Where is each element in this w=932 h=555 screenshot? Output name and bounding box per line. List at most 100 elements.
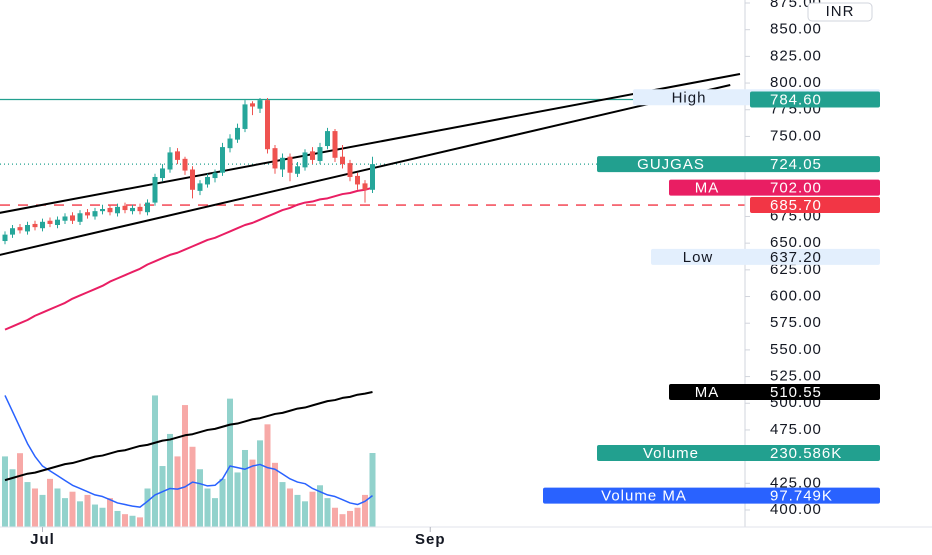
y-tick-label: 400.00 — [770, 501, 822, 518]
y-tick-label: 650.00 — [770, 234, 822, 251]
y-tick-label: 475.00 — [770, 421, 822, 438]
badge-name: MA — [695, 180, 720, 197]
badge-value: 702.00 — [770, 180, 822, 197]
badge-name: GUJGAS — [637, 156, 705, 173]
currency-button[interactable]: INR — [807, 2, 873, 22]
badge — [651, 248, 880, 265]
candle-body — [25, 225, 30, 232]
volume-bar — [137, 517, 143, 527]
volume-bar — [159, 466, 166, 527]
volume-bar — [167, 433, 173, 527]
candle-body — [257, 100, 263, 109]
trendline — [0, 83, 731, 256]
volume-bar — [347, 510, 353, 527]
candle-body — [325, 131, 330, 147]
volume-bar — [77, 501, 83, 527]
badge-value: 685.70 — [770, 197, 822, 214]
volume-bar — [362, 494, 368, 527]
volume-bar — [302, 501, 308, 527]
volume-bar — [182, 405, 188, 527]
candle-body — [280, 157, 285, 170]
candle-body — [287, 156, 293, 173]
badge — [597, 445, 880, 462]
candle-body — [340, 156, 345, 165]
badge-name: Volume MA — [601, 488, 687, 505]
y-tick-label: 800.00 — [770, 74, 822, 91]
x-tick-label: Sep — [415, 531, 446, 548]
candle-body — [47, 220, 53, 224]
candle-body — [100, 209, 105, 212]
badge-value: 97.749K — [770, 488, 833, 505]
volume-bar — [272, 462, 278, 527]
volume-bar — [152, 395, 158, 527]
badge — [597, 156, 880, 173]
candle-body — [32, 223, 38, 228]
volume-bar — [287, 488, 293, 527]
candle-body — [152, 176, 158, 203]
ma-line — [4, 186, 373, 331]
y-tick-label: 525.00 — [770, 368, 822, 385]
volume-bar — [242, 449, 248, 527]
candle-body — [17, 227, 23, 231]
volume-bar — [62, 498, 68, 527]
badge-value: 510.55 — [770, 384, 822, 401]
x-tick-label: Jul — [30, 531, 55, 548]
badge — [669, 384, 880, 401]
volume-bar — [32, 488, 38, 527]
trendline — [0, 72, 741, 214]
volume-bar — [294, 494, 301, 527]
volume-bar — [47, 478, 53, 527]
y-tick-label: 750.00 — [770, 127, 822, 144]
candle-body — [227, 138, 233, 149]
candle-body — [220, 147, 225, 173]
plot-area — [0, 72, 745, 508]
volume-bar — [309, 491, 316, 527]
volume-bar — [122, 514, 128, 527]
badge-value: 724.05 — [770, 156, 822, 173]
candle-body — [92, 211, 98, 217]
volume-bar — [2, 456, 8, 527]
candle-body — [197, 183, 203, 191]
volume-bar — [227, 398, 233, 527]
candle-body — [122, 205, 128, 211]
currency-label[interactable]: INR — [826, 3, 855, 20]
badge-value: 784.60 — [770, 91, 822, 108]
volume-bar — [84, 494, 91, 527]
ma-line-long — [4, 391, 373, 482]
volume-bar — [189, 446, 196, 527]
volume-bar — [324, 498, 331, 527]
volume-bar — [234, 472, 241, 527]
volume-bar — [204, 488, 211, 527]
candle-body — [317, 147, 323, 161]
candle-body — [205, 176, 210, 185]
background-layer — [2, 395, 376, 527]
volume-bar — [114, 510, 121, 527]
candle-body — [85, 212, 90, 216]
candle-body — [242, 104, 248, 129]
badge-name: MA — [695, 384, 720, 401]
candle-body — [370, 164, 375, 190]
volume-bar — [69, 491, 76, 527]
candle-body — [250, 103, 255, 107]
candle-body — [265, 100, 270, 150]
badge-name: High — [672, 89, 707, 106]
y-tick-label: 550.00 — [770, 341, 822, 358]
candle-body — [115, 206, 120, 214]
badge-value: 230.586K — [770, 445, 842, 462]
candle-body — [40, 221, 45, 229]
volume-ma-line — [4, 395, 373, 508]
candle-body — [130, 207, 135, 212]
volume-bar — [144, 488, 151, 527]
candle-body — [212, 172, 218, 179]
volume-bar — [354, 507, 361, 527]
candle-body — [55, 219, 60, 226]
volume-bar — [257, 440, 263, 527]
candle-body — [160, 168, 165, 179]
candle-body — [302, 152, 308, 168]
volume-bar — [129, 515, 136, 527]
badge — [750, 91, 880, 108]
currency-button-frame[interactable] — [807, 2, 873, 22]
candle-body — [70, 215, 75, 221]
y-tick-label: 875.00 — [770, 0, 822, 11]
